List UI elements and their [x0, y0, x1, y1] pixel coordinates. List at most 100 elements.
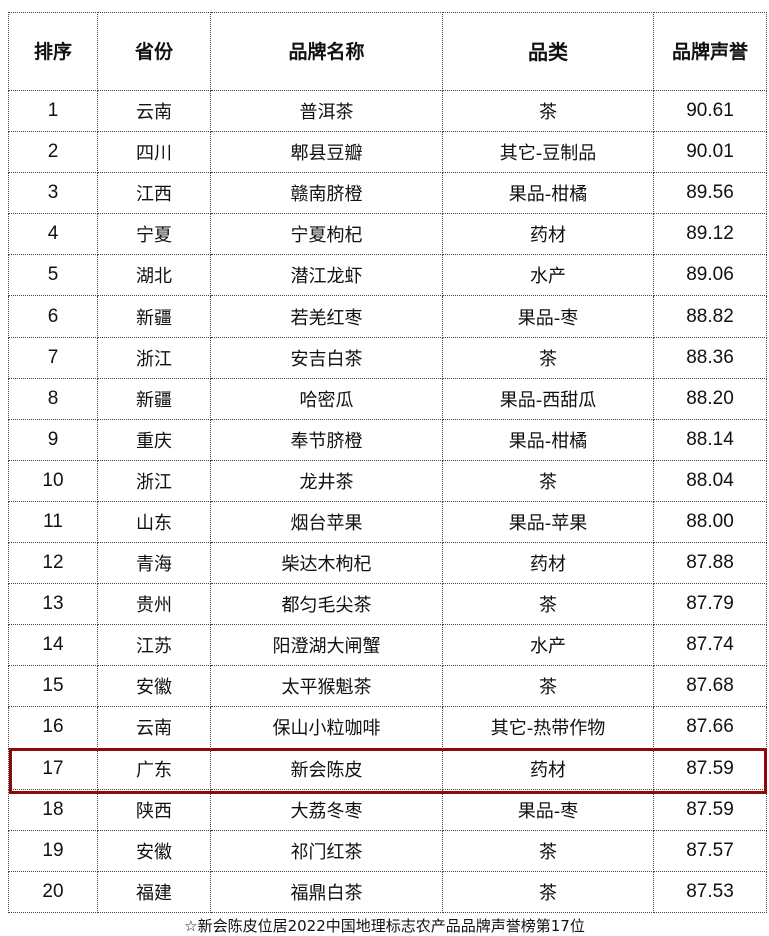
cell-rank: 18	[8, 788, 98, 831]
table-row: 7 浙江 安吉白茶茶 88.36	[8, 336, 767, 379]
cell-rank: 3	[8, 172, 98, 215]
table-row: 15 安徽 太平猴魁茶茶 87.68	[8, 665, 767, 708]
cell-province: 云南	[97, 706, 211, 749]
cell-category: 其它-热带作物	[442, 706, 654, 749]
cell-reputation: 87.74	[653, 624, 767, 667]
cell-province: 广东	[97, 747, 211, 790]
cell-brand: 都匀毛尖茶	[210, 583, 443, 626]
cell-rank: 9	[8, 418, 98, 461]
cell-rank: 19	[8, 829, 98, 872]
table-row: 10 浙江 龙井茶茶 88.04	[8, 459, 767, 502]
table-row: 17 广东 新会陈皮 药材 87.59	[8, 747, 767, 790]
cell-province: 陕西	[97, 788, 211, 831]
cell-reputation: 87.59	[653, 788, 767, 831]
cell-category: 水产	[442, 624, 654, 667]
cell-brand: 若羌红枣	[210, 295, 443, 338]
cell-rank: 1	[8, 89, 98, 133]
cell-reputation: 88.04	[653, 459, 767, 502]
cell-category: 果品-柑橘	[442, 418, 654, 461]
cell-province: 新疆	[97, 377, 211, 420]
cell-reputation: 89.06	[653, 254, 767, 297]
cell-province: 福建	[97, 870, 211, 913]
header-province: 省份	[97, 12, 211, 91]
table-row: 18 陕西 大荔冬枣 果品-枣 87.59	[8, 788, 767, 831]
cell-province: 安徽	[97, 665, 211, 708]
cell-category: 水产	[442, 254, 654, 297]
cell-reputation: 87.79	[653, 583, 767, 626]
cell-rank: 15	[8, 665, 98, 708]
cell-brand: 烟台苹果	[210, 500, 443, 544]
cell-category: 茶	[442, 665, 654, 708]
cell-province: 江苏	[97, 624, 211, 667]
table-row: 6 新疆 若羌红枣 果品-枣 88.82	[8, 295, 767, 338]
cell-category: 茶	[442, 870, 654, 913]
cell-reputation: 88.14	[653, 418, 767, 461]
cell-province: 浙江	[97, 459, 211, 502]
cell-brand: 大荔冬枣	[210, 788, 443, 831]
cell-province: 江西	[97, 172, 211, 215]
cell-category: 药材	[442, 747, 654, 790]
cell-brand: 郫县豆瓣	[210, 131, 443, 174]
brand-ranking-table: 排序 省份 品牌名称 品类 品牌声誉 1 云南 普洱茶茶 90.61 2 四川 郫县豆瓣 其它…	[8, 12, 767, 913]
cell-brand: 奉节脐橙	[210, 418, 443, 461]
cell-province: 山东	[97, 500, 211, 544]
cell-category: 茶	[442, 336, 654, 379]
cell-category: 果品-枣	[442, 788, 654, 831]
cell-reputation: 89.12	[653, 213, 767, 256]
cell-category: 药材	[442, 542, 654, 585]
header-reputation-text: 品牌声誉	[671, 40, 748, 63]
cell-category: 茶	[442, 89, 654, 133]
cell-brand: 潜江龙虾	[210, 254, 443, 297]
cell-rank: 14	[8, 624, 98, 667]
cell-province: 云南	[97, 89, 211, 133]
cell-rank: 10	[8, 459, 98, 502]
table-row: 8 新疆 哈密瓜 果品-西甜瓜 88.20	[8, 377, 767, 420]
cell-category: 果品-柑橘	[442, 172, 654, 215]
cell-rank: 17	[8, 747, 98, 790]
cell-brand: 普洱茶	[210, 89, 443, 133]
cell-category: 茶	[442, 583, 654, 626]
table-row: 16 云南 保山小粒咖啡 其它-热带作物 87.66	[8, 706, 767, 749]
cell-reputation: 88.00	[653, 500, 767, 544]
cell-reputation: 87.88	[653, 542, 767, 585]
header-brand: 品牌名称	[210, 12, 443, 91]
header-row: 排序 省份 品牌名称 品类 品牌声誉	[8, 12, 767, 91]
table-row: 19 安徽 祁门红茶茶 87.57	[8, 829, 767, 872]
cell-province: 重庆	[97, 418, 211, 461]
cell-reputation: 88.20	[653, 377, 767, 420]
cell-province: 贵州	[97, 583, 211, 626]
cell-rank: 12	[8, 542, 98, 585]
cell-category: 其它-豆制品	[442, 131, 654, 174]
cell-province: 安徽	[97, 829, 211, 872]
cell-brand: 赣南脐橙	[210, 172, 443, 215]
cell-category: 茶	[442, 459, 654, 502]
cell-brand: 太平猴魁茶	[210, 665, 443, 708]
cell-reputation: 90.61	[653, 89, 767, 133]
cell-category: 药材	[442, 213, 654, 256]
table-row: 12 青海 柴达木枸杞 药材 87.88	[8, 542, 767, 585]
cell-rank: 16	[8, 706, 98, 749]
table-row: 1 云南 普洱茶茶 90.61	[8, 89, 767, 133]
cell-brand: 祁门红茶	[210, 829, 443, 872]
cell-reputation: 87.59	[653, 747, 767, 790]
cell-reputation: 89.56	[653, 172, 767, 215]
header-category: 品类	[442, 12, 654, 91]
cell-province: 青海	[97, 542, 211, 585]
cell-category: 果品-枣	[442, 295, 654, 338]
table-row: 2 四川 郫县豆瓣 其它-豆制品 90.01	[8, 131, 767, 174]
cell-brand: 宁夏枸杞	[210, 213, 443, 256]
cell-reputation: 88.36	[653, 336, 767, 379]
cell-rank: 11	[8, 500, 98, 544]
cell-category: 茶	[442, 829, 654, 872]
table-row: 4 宁夏 宁夏枸杞 药材 89.12	[8, 213, 767, 256]
cell-brand: 安吉白茶	[210, 336, 443, 379]
cell-brand: 福鼎白茶	[210, 870, 443, 913]
table-row: 14 江苏 阳澄湖大闸蟹 水产 87.74	[8, 624, 767, 667]
cell-rank: 2	[8, 131, 98, 174]
cell-brand: 柴达木枸杞	[210, 542, 443, 585]
table-row: 9 重庆 奉节脐橙 果品-柑橘 88.14	[8, 418, 767, 461]
cell-category: 果品-苹果	[442, 500, 654, 544]
cell-province: 湖北	[97, 254, 211, 297]
table-row: 3 江西 赣南脐橙 果品-柑橘 89.56	[8, 172, 767, 215]
cell-rank: 4	[8, 213, 98, 256]
